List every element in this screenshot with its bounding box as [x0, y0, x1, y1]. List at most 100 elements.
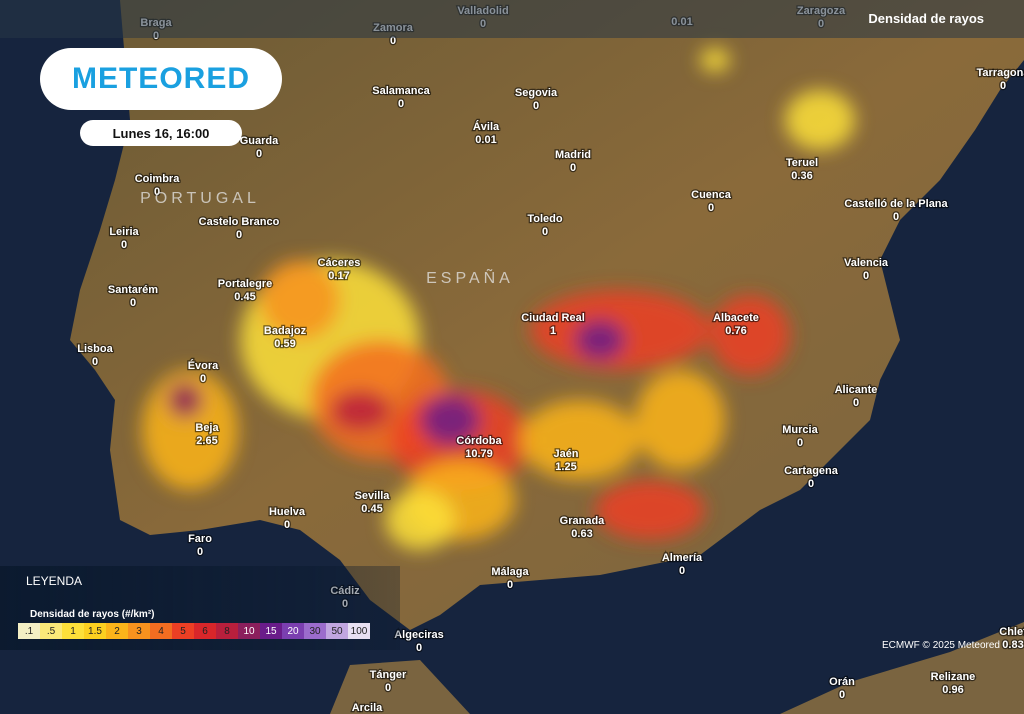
city-name: Tánger	[370, 669, 407, 681]
city-value: 0	[893, 211, 899, 223]
city-value: 0	[385, 682, 391, 694]
city-name: Almería	[662, 552, 703, 564]
city-value: 0.76	[725, 325, 746, 337]
city-name: Relizane	[931, 671, 976, 683]
legend-scale: .1.5 1 1.5 2 3 4 5 6 8 10 15 20 30 50 100	[18, 623, 370, 639]
city-value: 0.59	[274, 338, 295, 350]
city-value: 0.96	[942, 684, 963, 696]
legend-swatch: 1.5	[84, 623, 106, 639]
city-name: Teruel	[786, 157, 818, 169]
lightning-area	[575, 320, 625, 360]
city-value: 0	[236, 229, 242, 241]
lightning-area	[595, 480, 705, 540]
city-value: 0	[708, 202, 714, 214]
lightning-area	[420, 395, 480, 445]
city-value: 0	[130, 297, 136, 309]
legend-swatch: 2	[106, 623, 128, 639]
city-name: Cuenca	[691, 189, 732, 201]
city-value: 0.01	[475, 134, 496, 146]
lightning-overlay	[142, 48, 855, 550]
credit: ECMWF © 2025 Meteored	[882, 640, 1000, 651]
city-value: 0	[256, 148, 262, 160]
city-name: Sevilla	[355, 490, 391, 502]
city-value: 0	[197, 546, 203, 558]
city-name: Guarda	[240, 135, 279, 147]
city-value: 0	[533, 100, 539, 112]
city-value: 0.45	[234, 291, 255, 303]
lightning-area	[710, 295, 790, 375]
time-label[interactable]: Lunes 16, 16:00	[80, 120, 242, 146]
city-name: Salamanca	[372, 85, 430, 97]
city-name: Chlef	[999, 626, 1024, 638]
city-value: 0.45	[361, 503, 382, 515]
city-name: Algeciras	[394, 629, 444, 641]
logo[interactable]: METEORED	[40, 48, 282, 110]
city-name: Lisboa	[77, 343, 113, 355]
land	[330, 660, 470, 714]
city-name: Jaén	[553, 448, 578, 460]
city-name: Córdoba	[456, 435, 502, 447]
city-name: Alicante	[835, 384, 878, 396]
legend-swatch: .1	[18, 623, 40, 639]
city-value: 1.25	[555, 461, 576, 473]
city-value: 2.65	[196, 435, 217, 447]
city-value: 0	[839, 689, 845, 701]
city-value: 0	[154, 186, 160, 198]
legend-swatch: 6	[194, 623, 216, 639]
legend-swatch: .5	[40, 623, 62, 639]
lightning-area	[520, 400, 640, 480]
lightning-area	[700, 48, 730, 72]
lightning-area	[635, 370, 725, 470]
city-value: 0	[121, 239, 127, 251]
city-value: 0	[1000, 80, 1006, 92]
city-name: Málaga	[491, 566, 529, 578]
city-value: 0	[808, 478, 814, 490]
legend-swatch: 30	[304, 623, 326, 639]
city-value: 0	[284, 519, 290, 531]
legend: LEYENDA Densidad de rayos (#/km²) .1.5 1 1…	[0, 566, 400, 650]
city-name: Portalegre	[218, 278, 272, 290]
city-value: 0.17	[328, 270, 349, 282]
city-name: Beja	[195, 422, 219, 434]
city-name: Leiria	[109, 226, 139, 238]
city-name: Madrid	[555, 149, 591, 161]
city-name: Orán	[829, 676, 855, 688]
city-name: Coimbra	[135, 173, 181, 185]
city-name: Toledo	[527, 213, 563, 225]
city-value: 10.79	[465, 448, 493, 460]
city-value: 0	[200, 373, 206, 385]
legend-swatch: 4	[150, 623, 172, 639]
lightning-area	[385, 490, 455, 550]
city-name: Albacete	[713, 312, 759, 324]
city-value: 0.83	[1002, 639, 1023, 651]
legend-title: LEYENDA	[26, 574, 83, 588]
city-value: 0	[390, 35, 396, 47]
legend-swatch: 100	[348, 623, 370, 639]
city-name: Évora	[188, 359, 219, 372]
city-value: 0	[542, 226, 548, 238]
legend-swatch: 1	[62, 623, 84, 639]
city-name: Badajoz	[264, 325, 307, 337]
legend-swatch: 10	[238, 623, 260, 639]
city-name: Granada	[560, 515, 606, 527]
city-name: Valencia	[844, 257, 889, 269]
city-value: 1	[550, 325, 556, 337]
city-value: 0	[507, 579, 513, 591]
city-name: Santarém	[108, 284, 158, 296]
city-name: Ciudad Real	[521, 312, 585, 324]
city-value: 0	[570, 162, 576, 174]
city-name: Castelo Branco	[199, 216, 280, 228]
city-name: Tarragona	[977, 67, 1024, 79]
city-value: 0	[797, 437, 803, 449]
city-value: 0	[679, 565, 685, 577]
legend-swatch: 50	[326, 623, 348, 639]
lightning-area	[260, 260, 340, 340]
city-name: Ávila	[473, 120, 500, 133]
lightning-area	[330, 390, 390, 430]
lightning-area	[142, 370, 238, 490]
legend-swatch: 15	[260, 623, 282, 639]
country-label: ESPAÑA	[426, 267, 514, 287]
city-name: Castelló de la Plana	[844, 198, 948, 210]
legend-swatch: 8	[216, 623, 238, 639]
